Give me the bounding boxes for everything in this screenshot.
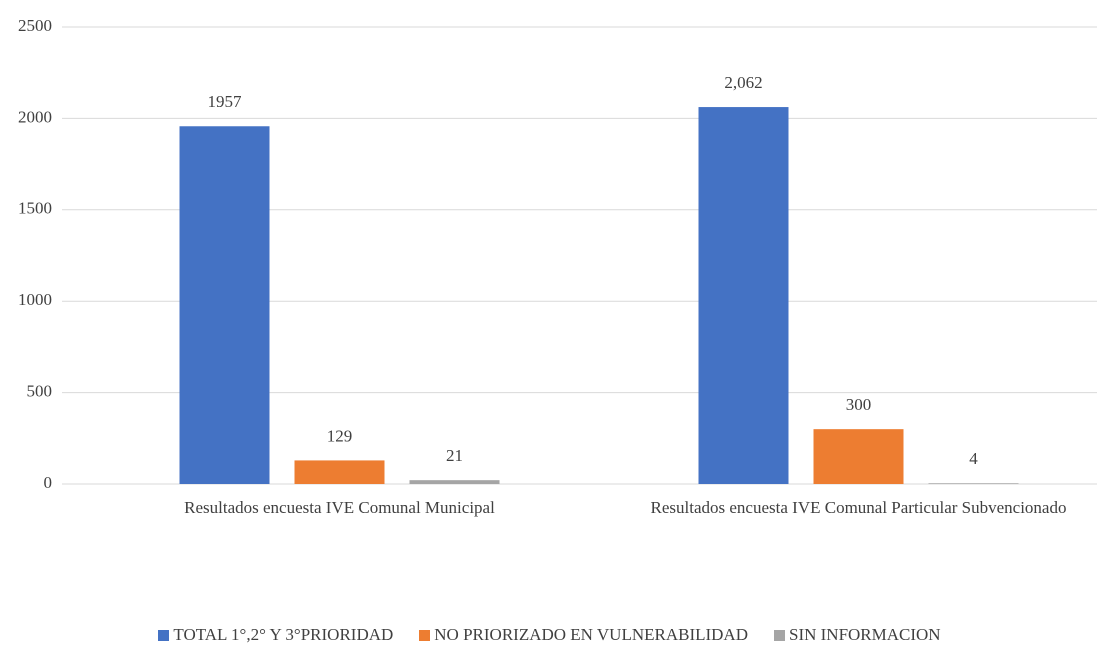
x-tick-label: Resultados encuesta IVE Comunal Municipa… bbox=[184, 498, 495, 517]
bar bbox=[294, 460, 385, 484]
legend-item: TOTAL 1°,2° Y 3°PRIORIDAD bbox=[158, 625, 393, 645]
data-label: 129 bbox=[327, 426, 353, 445]
data-label: 300 bbox=[846, 395, 872, 414]
bar bbox=[698, 107, 789, 484]
legend-item: NO PRIORIZADO EN VULNERABILIDAD bbox=[419, 625, 748, 645]
legend-swatch bbox=[158, 629, 170, 641]
data-label: 4 bbox=[969, 449, 978, 468]
y-tick-label: 2000 bbox=[18, 107, 52, 126]
data-label: 2,062 bbox=[724, 73, 762, 92]
legend-label: SIN INFORMACION bbox=[788, 625, 941, 644]
bar bbox=[813, 429, 904, 484]
legend-swatch bbox=[773, 629, 785, 641]
legend-label: TOTAL 1°,2° Y 3°PRIORIDAD bbox=[173, 625, 394, 644]
legend-item: SIN INFORMACION bbox=[773, 625, 941, 645]
chart: 0 500 1000 1500 2000 2500 1957 129 21 2,062 300 4 bbox=[18, 16, 1097, 492]
legend-label: NO PRIORIZADO EN VULNERABILIDAD bbox=[434, 625, 748, 644]
x-tick-label: Resultados encuesta IVE Comunal Particul… bbox=[650, 498, 1067, 517]
legend: TOTAL 1°,2° Y 3°PRIORIDAD NO PRIORIZADO E… bbox=[0, 625, 1099, 645]
bar bbox=[179, 126, 270, 484]
y-tick-label: 1000 bbox=[18, 290, 52, 309]
y-tick-label: 2500 bbox=[18, 16, 52, 35]
data-label: 1957 bbox=[208, 92, 243, 111]
y-tick-label: 0 bbox=[44, 473, 53, 492]
legend-swatch bbox=[419, 629, 431, 641]
data-label: 21 bbox=[446, 446, 463, 465]
bar bbox=[409, 480, 500, 484]
y-tick-label: 500 bbox=[27, 382, 53, 401]
bar bbox=[928, 483, 1019, 484]
y-tick-label: 1500 bbox=[18, 199, 52, 218]
